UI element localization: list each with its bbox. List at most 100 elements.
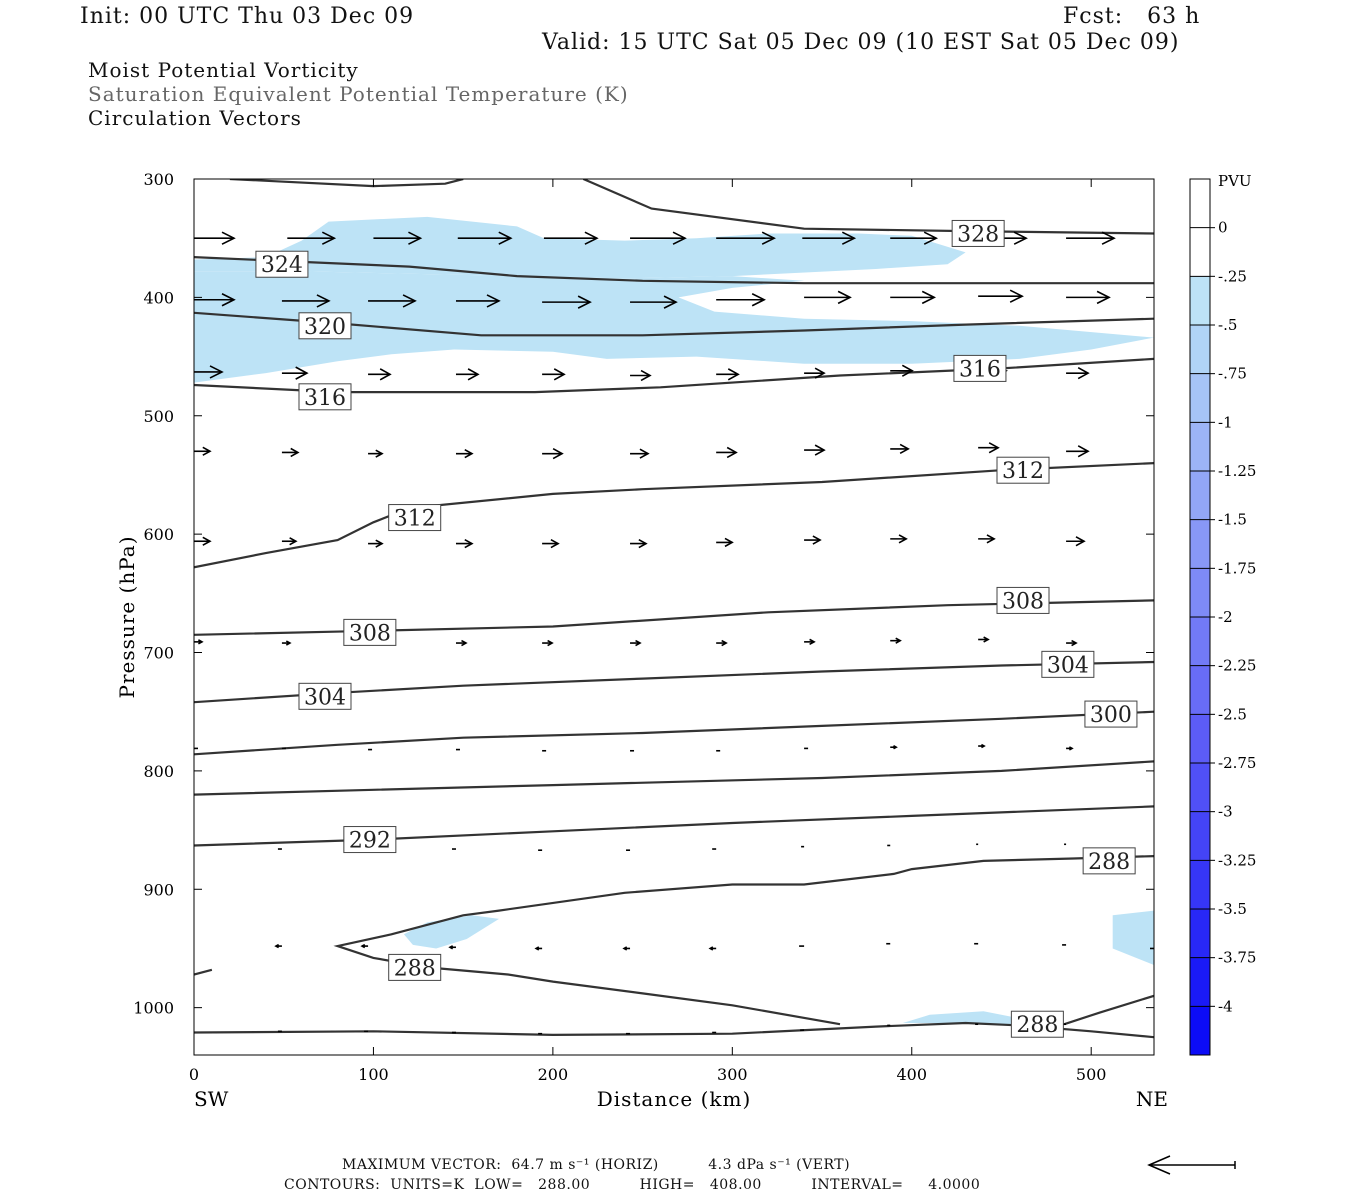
vector-arrow [804, 535, 822, 545]
vector-head [408, 231, 423, 245]
colorbar-label: -.5 [1218, 316, 1237, 334]
colorbar-swatch [1190, 860, 1210, 910]
vector-head [375, 539, 384, 548]
x-tick-label: 300 [717, 1065, 748, 1084]
vector-head [289, 537, 298, 546]
theta-contour-10 [194, 805, 1154, 847]
vector-arrow [630, 295, 678, 309]
vector-head [321, 231, 337, 245]
contour-label-box [298, 682, 352, 710]
contour-label: 312 [388, 504, 442, 532]
vector-arrow [630, 538, 648, 549]
contour-label: 288 [1082, 847, 1136, 875]
colorbar-label: -1.25 [1218, 462, 1256, 480]
vector-head [221, 231, 236, 245]
vector-arrow [1066, 536, 1086, 547]
vector-arrow [804, 444, 826, 456]
contour-label-box [388, 504, 442, 532]
contour-label-text: 328 [957, 222, 999, 247]
colorbar-label: -4 [1218, 997, 1233, 1015]
vector-arrow [622, 946, 631, 951]
vector-head [1101, 231, 1116, 245]
colorbar-label: -1 [1218, 413, 1233, 431]
contour-label-text: 316 [959, 357, 1001, 382]
colorbar-swatch [1190, 763, 1210, 813]
contour-label: 304 [298, 682, 352, 710]
vector-head [901, 364, 914, 377]
contour-label-text: 304 [304, 685, 346, 710]
vector-arrow [542, 447, 564, 460]
contour-info-note: CONTOURS: UNITS=K LOW= 288.00 HIGH= 408.… [284, 1177, 981, 1193]
vector-head [708, 946, 714, 951]
pv-shade-region-3 [1112, 910, 1154, 965]
vector-arrow [630, 231, 687, 245]
contour-label-text: 308 [349, 621, 391, 646]
vector-head [721, 639, 728, 647]
colorbar-swatch [1190, 1006, 1210, 1056]
colorbar-label: -1.5 [1218, 511, 1247, 529]
vector-head [202, 536, 212, 546]
contour-label: 300 [1084, 700, 1138, 728]
x-tick-label: 0 [189, 1065, 199, 1084]
vector-arrow [455, 448, 474, 459]
vector-head [285, 640, 292, 646]
vector-arrow [534, 946, 543, 951]
contour-label: 316 [953, 354, 1007, 382]
contour-label-box [996, 586, 1050, 614]
colorbar-label: -2.25 [1218, 657, 1256, 675]
vector-arrow [281, 294, 331, 308]
y-tick-label: 1000 [133, 999, 174, 1018]
vector-head [724, 537, 734, 548]
theta-contour-13 [194, 1021, 1154, 1039]
vector-arrow [194, 639, 204, 645]
contour-label-text: 320 [304, 315, 346, 340]
contour-label-box [255, 250, 309, 278]
vector-head [295, 366, 309, 380]
vector-head [898, 534, 908, 544]
colorbar-swatch [1190, 276, 1210, 326]
init-time: Init: 00 UTC Thu 03 Dec 09 [80, 4, 415, 29]
vector-arrow [457, 231, 513, 245]
field-title-vectors: Circulation Vectors [88, 106, 302, 130]
x-tick-label: 200 [538, 1065, 569, 1084]
vector-head [639, 448, 650, 459]
axes: 0 100 200 300 400 500 300 400 500 600 700 800 900 100… [115, 170, 1168, 1111]
theta-contour-1 [582, 179, 1154, 235]
colorbar-label: -.25 [1218, 267, 1247, 285]
vector-head [498, 231, 513, 245]
vector-arrow [890, 637, 902, 644]
vector-arrow [194, 536, 212, 546]
contour-label-text: 324 [261, 253, 303, 278]
vector-head [486, 294, 501, 308]
colorbar-swatch [1190, 422, 1210, 472]
vector-arrow [890, 534, 908, 544]
vector-head [1096, 290, 1111, 305]
colorbar-swatch [1190, 471, 1210, 521]
vector-head [221, 293, 236, 307]
contour-label: 328 [951, 219, 1005, 247]
colorbar-swatch [1190, 957, 1210, 1007]
vector-arrow [373, 231, 423, 245]
pv-shade-region-0 [194, 216, 966, 279]
vector-arrow [274, 943, 282, 949]
vector-arrow [281, 640, 292, 646]
vector-arrow [1066, 366, 1090, 380]
y-tick-label: 600 [143, 525, 174, 544]
vector-head [577, 295, 592, 309]
right-end-label: NE [1136, 1087, 1168, 1111]
theta-contour-5 [194, 462, 1154, 569]
x-axis-label: Distance (km) [597, 1087, 752, 1111]
forecast-hour: Fcst: 63 h [1063, 4, 1201, 29]
vector-head [812, 535, 822, 545]
colorbar-label: -3.25 [1218, 851, 1256, 869]
vector-arrow [1066, 445, 1090, 458]
contour-label-box [343, 618, 397, 646]
theta-contour-12 [194, 968, 213, 976]
vector-arrow [890, 290, 937, 305]
colorbar-label: -2.75 [1218, 754, 1256, 772]
vector-head [981, 743, 986, 749]
vector-head [635, 639, 642, 647]
vector-head [464, 448, 474, 459]
contour-label-box [951, 219, 1005, 247]
y-tick-label: 700 [143, 644, 174, 663]
